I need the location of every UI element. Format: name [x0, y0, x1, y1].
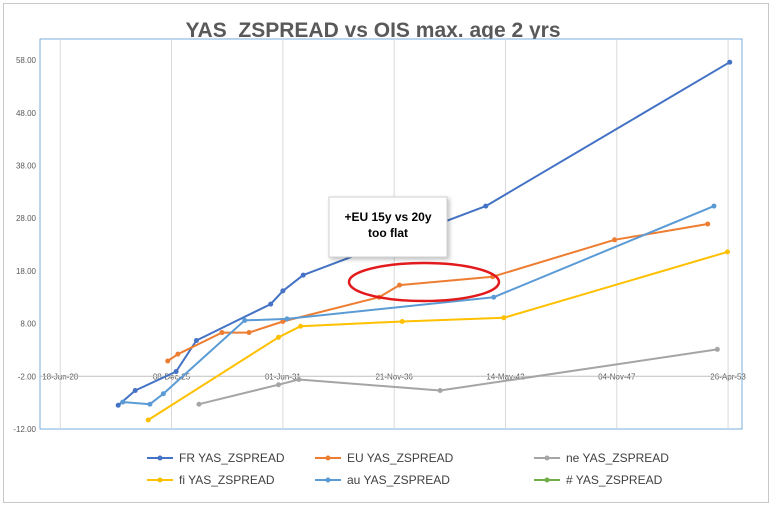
y-tick-label: 18.00	[16, 267, 37, 276]
data-point	[612, 237, 618, 243]
legend-marker	[544, 477, 550, 483]
data-point	[296, 376, 302, 382]
data-point	[147, 401, 153, 407]
data-point	[284, 316, 290, 322]
series-line	[167, 223, 708, 362]
y-tick-label: -12.00	[13, 425, 36, 434]
data-point	[280, 318, 286, 324]
y-tick-label: 48.00	[16, 109, 37, 118]
data-point	[120, 399, 126, 405]
data-point	[175, 351, 181, 357]
chart-area: YAS_ZSPREAD vs OIS max. age 2 yrs 18-Jun…	[3, 3, 769, 503]
highlight-ellipse	[347, 261, 501, 303]
data-point	[714, 346, 720, 352]
y-tick-label: -2.00	[18, 372, 37, 381]
legend-label: ne YAS_ZSPREAD	[566, 451, 669, 465]
legend-label: au YAS_ZSPREAD	[347, 473, 450, 487]
data-point	[173, 369, 179, 375]
data-point	[276, 334, 282, 340]
legend-label: EU YAS_ZSPREAD	[347, 451, 454, 465]
legend-marker	[325, 455, 331, 461]
y-tick-label: 58.00	[16, 56, 37, 65]
legend-label: FR YAS_ZSPREAD	[179, 451, 285, 465]
chart-title: YAS_ZSPREAD vs OIS max. age 2 yrs	[185, 19, 560, 42]
legend-marker	[157, 455, 163, 461]
chart-svg: YAS_ZSPREAD vs OIS max. age 2 yrs 18-Jun…	[13, 19, 746, 487]
data-point	[242, 317, 248, 323]
legend-label: # YAS_ZSPREAD	[566, 473, 663, 487]
legend-label: fi YAS_ZSPREAD	[179, 473, 275, 487]
legend-marker	[544, 455, 550, 461]
data-point	[491, 294, 497, 300]
legend: FR YAS_ZSPREAD EU YAS_ZSPREAD ne YAS_ZSPRE…	[147, 451, 669, 487]
data-point	[165, 358, 171, 364]
series-line	[147, 250, 728, 421]
data-point	[196, 401, 202, 407]
data-point	[115, 402, 121, 408]
data-point	[727, 59, 733, 65]
data-point	[300, 272, 306, 278]
data-point	[246, 330, 252, 336]
data-point	[724, 249, 730, 255]
data-point	[132, 388, 138, 394]
data-point	[193, 337, 199, 343]
axis-layer: 18-Jun-20 08-Dec-25 01-Jun-31 21-Nov-36 14-M…	[13, 56, 746, 434]
y-tick-label: 38.00	[16, 161, 37, 170]
data-point	[219, 330, 225, 336]
data-point	[160, 391, 166, 397]
callout-line-2: too flat	[368, 226, 408, 240]
data-point	[397, 282, 403, 288]
data-point	[298, 323, 304, 329]
callout-box	[328, 196, 448, 258]
data-point	[437, 388, 443, 394]
data-point	[399, 318, 405, 324]
legend-marker	[157, 477, 163, 483]
data-point	[705, 221, 711, 227]
y-tick-label: 28.00	[16, 214, 37, 223]
data-point	[280, 288, 286, 294]
data-point	[145, 417, 151, 423]
data-point	[711, 203, 717, 209]
annotation-callout: +EU 15y vs 20y too flat	[328, 196, 448, 258]
callout-line-1: +EU 15y vs 20y	[344, 210, 431, 224]
data-point	[276, 382, 282, 388]
legend-marker	[325, 477, 331, 483]
y-tick-label: 8.00	[20, 320, 36, 329]
data-point	[483, 203, 489, 209]
data-point	[268, 301, 274, 307]
data-point	[501, 315, 507, 321]
